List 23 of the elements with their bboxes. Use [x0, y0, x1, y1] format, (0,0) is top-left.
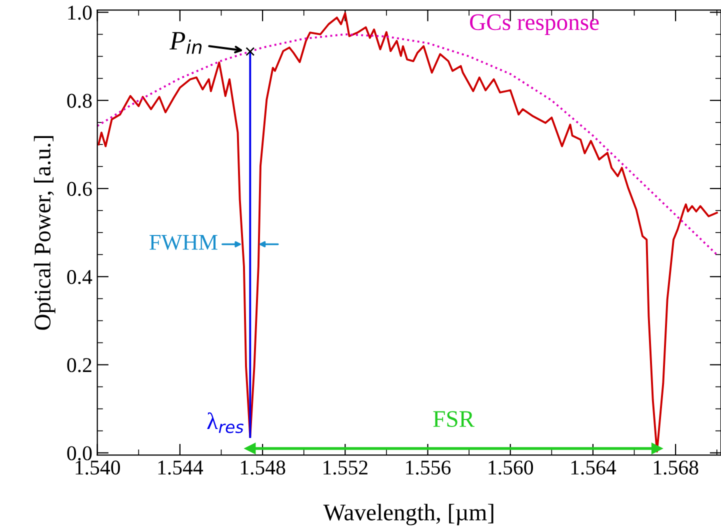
- y-axis-title: Optical Power, [a.u.]: [34, 136, 56, 330]
- annotation: FWHM: [150, 235, 218, 250]
- y-tick-label: 0.2: [67, 358, 92, 372]
- annotation: FSR: [433, 411, 475, 427]
- x-axis-title: Wavelength, [µm]: [323, 504, 494, 526]
- annotation: λ$_{res}$: [207, 412, 244, 434]
- x-tick-label: 1.544: [158, 460, 204, 475]
- x-tick-label: 1.564: [571, 460, 616, 475]
- x-tick-label: 1.552: [324, 460, 368, 475]
- line-series: [97, 33, 718, 256]
- y-tick-label: 1.0: [68, 6, 92, 20]
- annotation: P$_{in}$: [169, 32, 202, 54]
- x-tick-label: 1.556: [406, 460, 451, 475]
- x-tick-label: 1.540: [76, 460, 120, 475]
- y-tick-label: 0.8: [67, 94, 92, 108]
- y-tick-label: 0.4: [67, 270, 92, 284]
- series-label: GCs response: [470, 14, 599, 35]
- line-series: [98, 12, 718, 453]
- y-tick-label: 0.0: [67, 446, 92, 460]
- x-tick-label: 1.568: [654, 460, 698, 475]
- y-tick-label: 0.6: [67, 182, 92, 196]
- x-tick-label: 1.548: [240, 460, 286, 475]
- x-tick-label: 1.560: [488, 460, 533, 475]
